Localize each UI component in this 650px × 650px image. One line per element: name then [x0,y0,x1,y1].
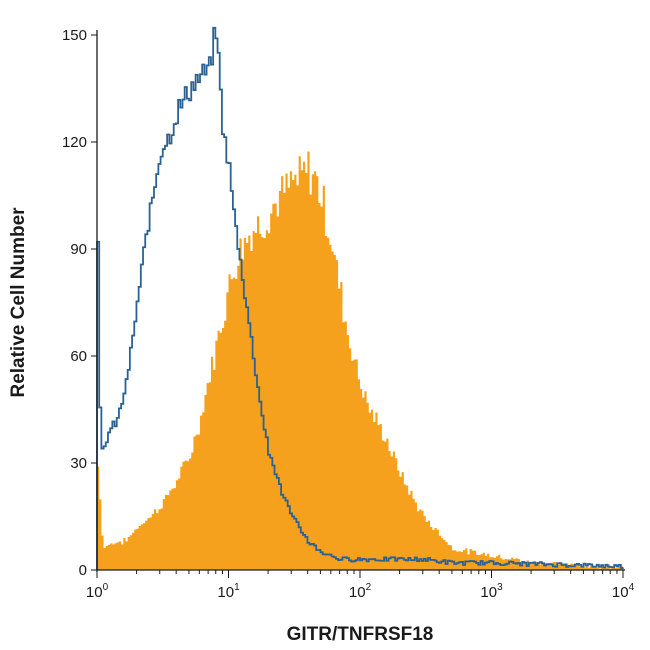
x-tick-label: 102 [349,582,372,601]
y-tick-label: 120 [62,134,87,151]
x-axis-title: GITR/TNFRSF18 [287,624,434,645]
y-tick-label: 60 [70,348,87,365]
y-axis-title: Relative Cell Number [8,207,29,398]
histogram-filled-series [97,151,623,571]
series-layer [96,26,624,571]
x-tick-label: 104 [612,582,635,601]
x-tick-label: 103 [480,582,503,601]
ticks-layer: 0 30 60 90 120 150 100 101 102 103 104 [62,27,635,601]
y-tick-label: 0 [79,562,87,579]
axes-layer [96,30,625,572]
y-tick-label: 90 [70,241,87,258]
x-tick-label: 101 [217,582,240,601]
y-tick-label: 150 [62,27,87,44]
y-tick-label: 30 [70,455,87,472]
histogram-outline-series [96,26,624,570]
x-tick-label: 100 [86,582,109,601]
